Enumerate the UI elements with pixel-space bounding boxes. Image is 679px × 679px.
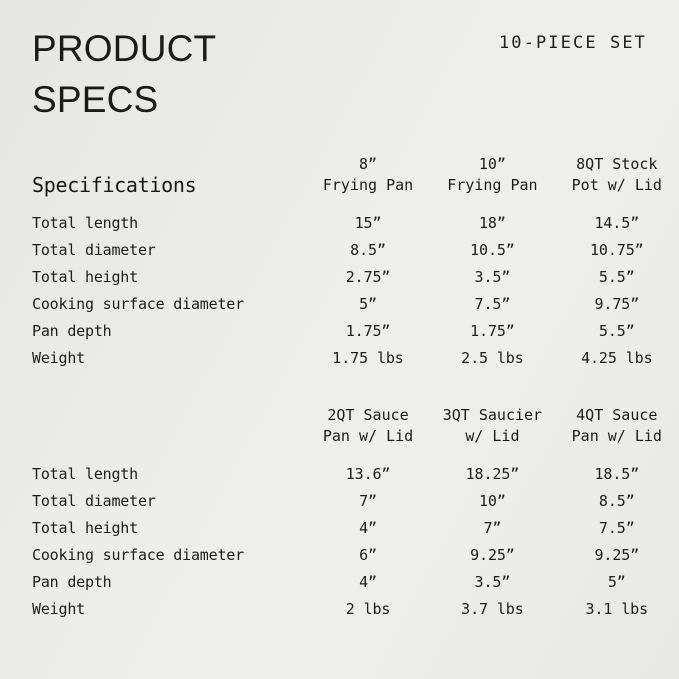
row-value: 13.6” — [345, 465, 391, 483]
row-value: 5.5” — [598, 268, 635, 286]
table-row: Total length 13.6” 18.25” 18.5” — [0, 461, 679, 488]
table-row: Cooking surface diameter 6” 9.25” 9.25” — [0, 542, 679, 569]
row-value: 4.25 lbs — [581, 349, 653, 367]
row-label: Pan depth — [32, 322, 112, 340]
table-header: Specifications 8” Frying Pan 10” Frying … — [0, 152, 679, 197]
row-value: 9.75” — [594, 295, 640, 313]
row-value: 14.5” — [594, 214, 640, 232]
column-header: 4QT Sauce Pan w/ Lid — [571, 406, 662, 445]
row-value: 4” — [359, 519, 377, 537]
row-label: Pan depth — [32, 573, 112, 591]
row-value: 5” — [607, 573, 626, 591]
table-header: 2QT Sauce Pan w/ Lid 3QT Saucier w/ Lid … — [0, 403, 679, 448]
table-body: Total length 15” 18” 14.5” Total diamete… — [0, 197, 679, 372]
spec-table-frying-pans-stockpot: Specifications 8” Frying Pan 10” Frying … — [0, 152, 679, 372]
row-label: Total diameter — [32, 241, 156, 259]
row-value: 8.5” — [350, 241, 386, 259]
row-value: 10” — [479, 492, 506, 510]
spec-table-sauce-pans-saucier: 2QT Sauce Pan w/ Lid 3QT Saucier w/ Lid … — [0, 403, 679, 623]
row-value: 8.5” — [598, 492, 635, 510]
row-value: 3.5” — [474, 268, 511, 286]
row-label: Cooking surface diameter — [32, 546, 244, 564]
table-header-row: 2QT Sauce Pan w/ Lid 3QT Saucier w/ Lid … — [0, 403, 679, 448]
row-value: 7” — [483, 519, 502, 537]
table-row: Total diameter 7” 10” 8.5” — [0, 488, 679, 515]
header-spacer — [0, 197, 679, 210]
row-value: 7.5” — [474, 295, 511, 313]
row-label: Total length — [32, 214, 138, 232]
row-label: Total height — [32, 268, 138, 286]
row-label: Weight — [32, 600, 85, 618]
row-value: 4” — [359, 573, 377, 591]
column-header: 8” Frying Pan — [322, 155, 414, 194]
row-label: Total diameter — [32, 492, 156, 510]
row-value: 1.75” — [345, 322, 391, 340]
row-value: 6” — [359, 546, 377, 564]
row-value: 1.75” — [470, 322, 515, 340]
row-label: Total height — [32, 519, 138, 537]
row-value: 9.25” — [470, 546, 515, 564]
column-header: 3QT Saucier w/ Lid — [442, 406, 543, 445]
table-row: Pan depth 1.75” 1.75” 5.5” — [0, 318, 679, 345]
table-row: Weight 2 lbs 3.7 lbs 3.1 lbs — [0, 596, 679, 623]
table-body: Total length 13.6” 18.25” 18.5” Total di… — [0, 448, 679, 623]
row-value: 9.25” — [594, 546, 640, 564]
row-value: 5.5” — [598, 322, 635, 340]
table-row: Total height 4” 7” 7.5” — [0, 515, 679, 542]
row-value: 3.7 lbs — [461, 600, 524, 618]
row-value: 2.75” — [345, 268, 391, 286]
table-row: Total length 15” 18” 14.5” — [0, 210, 679, 237]
column-header: 8QT Stock Pot w/ Lid — [571, 155, 662, 194]
table-row: Weight 1.75 lbs 2.5 lbs 4.25 lbs — [0, 345, 679, 372]
table-row: Total diameter 8.5” 10.5” 10.75” — [0, 237, 679, 264]
row-value: 18.5” — [594, 465, 640, 483]
table-header-row: Specifications 8” Frying Pan 10” Frying … — [0, 152, 679, 197]
row-value: 18.25” — [465, 465, 520, 483]
row-value: 10.5” — [470, 241, 515, 259]
row-value: 2 lbs — [345, 600, 391, 618]
column-header: 10” Frying Pan — [447, 155, 538, 194]
row-value: 3.1 lbs — [585, 600, 649, 618]
header-spacer — [0, 448, 679, 461]
row-value: 3.5” — [474, 573, 511, 591]
table-row: Pan depth 4” 3.5” 5” — [0, 569, 679, 596]
specifications-heading — [0, 403, 306, 448]
table-row: Cooking surface diameter 5” 7.5” 9.75” — [0, 291, 679, 318]
page-title: PRODUCT SPECS — [32, 28, 217, 120]
column-header: 2QT Sauce Pan w/ Lid — [322, 406, 414, 445]
page-header: PRODUCT SPECS 10-PIECE SET — [0, 0, 679, 140]
row-value: 7.5” — [598, 519, 635, 537]
row-value: 2.5 lbs — [461, 349, 524, 367]
row-value: 5” — [359, 295, 377, 313]
row-label: Total length — [32, 465, 138, 483]
row-value: 18” — [479, 214, 506, 232]
row-value: 15” — [354, 214, 382, 232]
set-size-label: 10-PIECE SET — [498, 33, 647, 53]
row-value: 1.75 lbs — [332, 349, 404, 367]
table-row: Total height 2.75” 3.5” 5.5” — [0, 264, 679, 291]
specifications-heading: Specifications — [32, 173, 197, 197]
row-value: 10.75” — [590, 241, 644, 259]
row-label: Weight — [32, 349, 85, 367]
row-value: 7” — [359, 492, 377, 510]
row-label: Cooking surface diameter — [32, 295, 244, 313]
